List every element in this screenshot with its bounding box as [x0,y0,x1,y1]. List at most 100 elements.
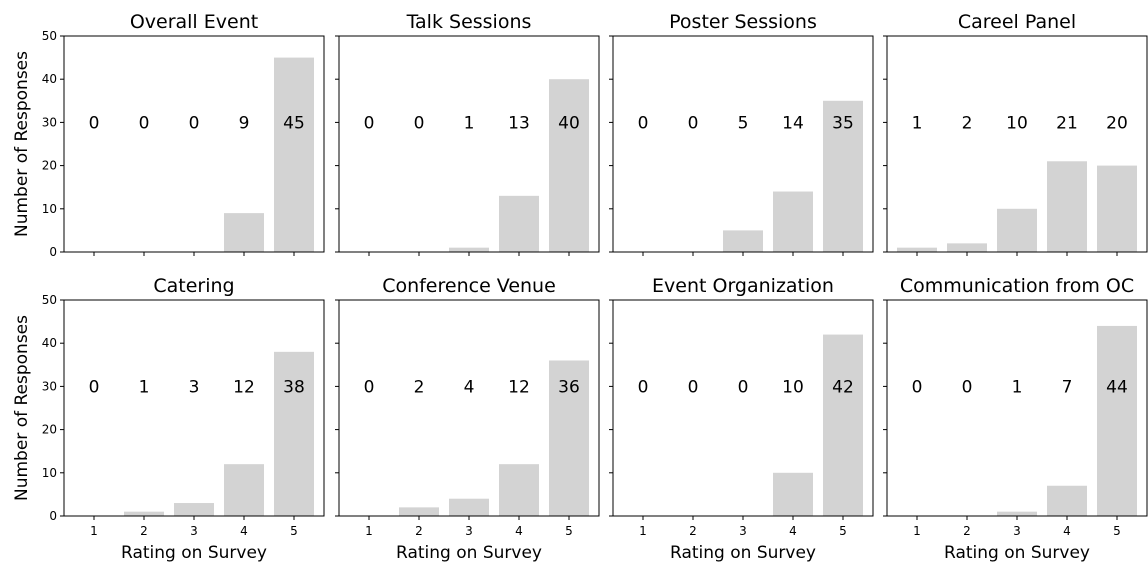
data-label: 0 [738,377,749,397]
bar-4-1 [897,247,937,252]
data-label: 14 [782,113,804,133]
bar-3-3 [723,230,763,252]
bar-5-2 [124,511,164,516]
data-label: 0 [89,377,100,397]
y-tick-label: 20 [42,423,57,437]
bar-4-2 [947,243,987,252]
x-tick-label: 1 [365,524,373,538]
data-label: 1 [464,113,475,133]
bar-6-2 [399,507,439,516]
data-label: 0 [912,377,923,397]
bar-6-3 [449,498,489,516]
data-label: 0 [139,113,150,133]
panel-title: Event Organization [652,275,834,297]
x-tick-label: 4 [515,524,523,538]
x-tick-label: 2 [689,524,697,538]
bar-3-4 [773,191,813,252]
data-label: 42 [832,377,854,397]
data-label: 0 [189,113,200,133]
bar-1-5 [274,57,314,252]
x-tick-label: 2 [963,524,971,538]
y-tick-label: 20 [42,159,57,173]
data-label: 0 [962,377,973,397]
y-tick-label: 40 [42,336,57,350]
x-tick-label: 1 [639,524,647,538]
data-label: 1 [139,377,150,397]
bar-4-3 [997,208,1037,252]
data-label: 9 [239,113,250,133]
y-tick-label: 10 [42,202,57,216]
data-label: 5 [738,113,749,133]
x-tick-label: 4 [789,524,797,538]
bar-8-5 [1097,325,1137,516]
x-tick-label: 1 [913,524,921,538]
bar-1-4 [224,213,264,252]
data-label: 0 [688,113,699,133]
y-tick-label: 40 [42,72,57,86]
data-label: 0 [364,377,375,397]
bar-5-4 [224,464,264,516]
bar-2-5 [549,79,589,252]
x-tick-label: 5 [290,524,298,538]
x-tick-label: 4 [240,524,248,538]
data-label: 45 [283,113,305,133]
x-axis-label: Rating on Survey [670,543,816,562]
data-label: 38 [283,377,305,397]
x-tick-label: 5 [1113,524,1121,538]
panel-title: Communication from OC [900,275,1134,297]
data-label: 1 [1012,377,1023,397]
panel-title: Poster Sessions [669,11,817,33]
panel-title: Talk Sessions [406,11,532,33]
y-tick-label: 50 [42,293,57,307]
x-tick-label: 3 [190,524,198,538]
bar-7-5 [823,334,863,516]
x-axis-label: Rating on Survey [396,543,542,562]
data-label: 0 [364,113,375,133]
data-label: 0 [89,113,100,133]
x-tick-label: 3 [465,524,473,538]
data-label: 13 [508,113,530,133]
x-tick-label: 1 [90,524,98,538]
bar-5-3 [174,503,214,516]
panel-title: Catering [153,275,234,297]
bar-7-4 [773,472,813,516]
data-label: 12 [508,377,530,397]
y-tick-label: 50 [42,29,57,43]
data-label: 36 [558,377,580,397]
bar-6-5 [549,360,589,516]
x-tick-label: 3 [1013,524,1021,538]
x-tick-label: 5 [565,524,573,538]
data-label: 21 [1056,113,1078,133]
data-label: 40 [558,113,580,133]
data-label: 10 [1006,113,1028,133]
data-label: 12 [233,377,255,397]
y-tick-label: 30 [42,115,57,129]
data-label: 7 [1062,377,1073,397]
data-label: 4 [464,377,475,397]
data-label: 35 [832,113,854,133]
data-label: 0 [688,377,699,397]
panel-title: Conference Venue [382,275,556,297]
y-tick-label: 30 [42,379,57,393]
data-label: 0 [638,377,649,397]
data-label: 0 [638,113,649,133]
x-tick-label: 4 [1063,524,1071,538]
panel-title: Careel Panel [958,11,1076,33]
bar-3-5 [823,100,863,252]
bar-8-3 [997,511,1037,516]
bar-8-4 [1047,485,1087,516]
data-label: 44 [1106,377,1128,397]
bar-4-4 [1047,161,1087,252]
data-label: 2 [414,377,425,397]
bar-2-4 [499,195,539,252]
x-tick-label: 3 [739,524,747,538]
bar-6-4 [499,464,539,516]
data-label: 20 [1106,113,1128,133]
y-axis-label: Number of Responses [12,315,32,501]
bar-2-3 [449,247,489,252]
x-axis-label: Rating on Survey [121,543,267,562]
x-tick-label: 2 [415,524,423,538]
y-tick-label: 10 [42,466,57,480]
x-axis-label: Rating on Survey [944,543,1090,562]
